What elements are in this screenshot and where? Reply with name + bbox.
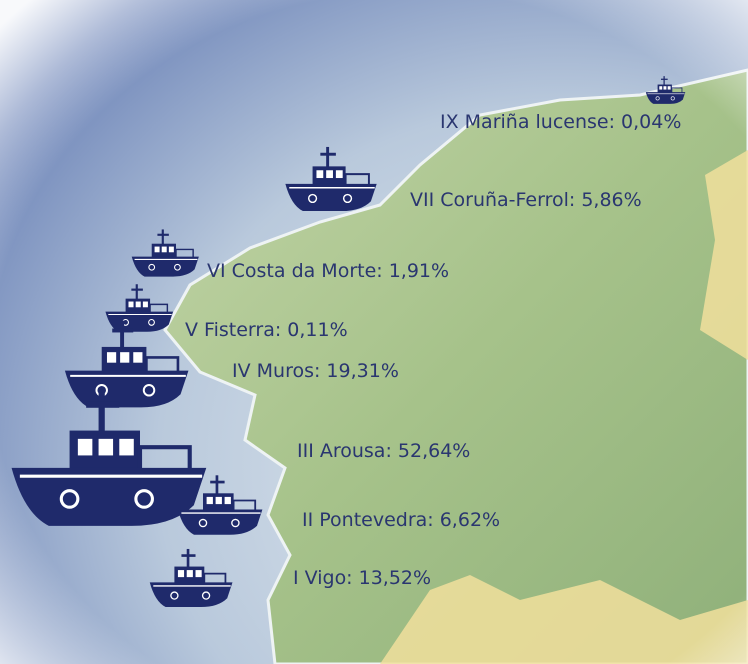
region-label: I Vigo: 13,52% — [293, 567, 431, 589]
region-label: IX Mariña lucense: 0,04% — [440, 111, 681, 133]
region-label: II Pontevedra: 6,62% — [302, 509, 500, 531]
region-label: V Fisterra: 0,11% — [185, 319, 348, 341]
region-label: III Arousa: 52,64% — [297, 440, 470, 462]
region-label: VII Coruña-Ferrol: 5,86% — [410, 189, 642, 211]
region-label: IV Muros: 19,31% — [232, 360, 399, 382]
region-label: VI Costa da Morte: 1,91% — [207, 260, 449, 282]
